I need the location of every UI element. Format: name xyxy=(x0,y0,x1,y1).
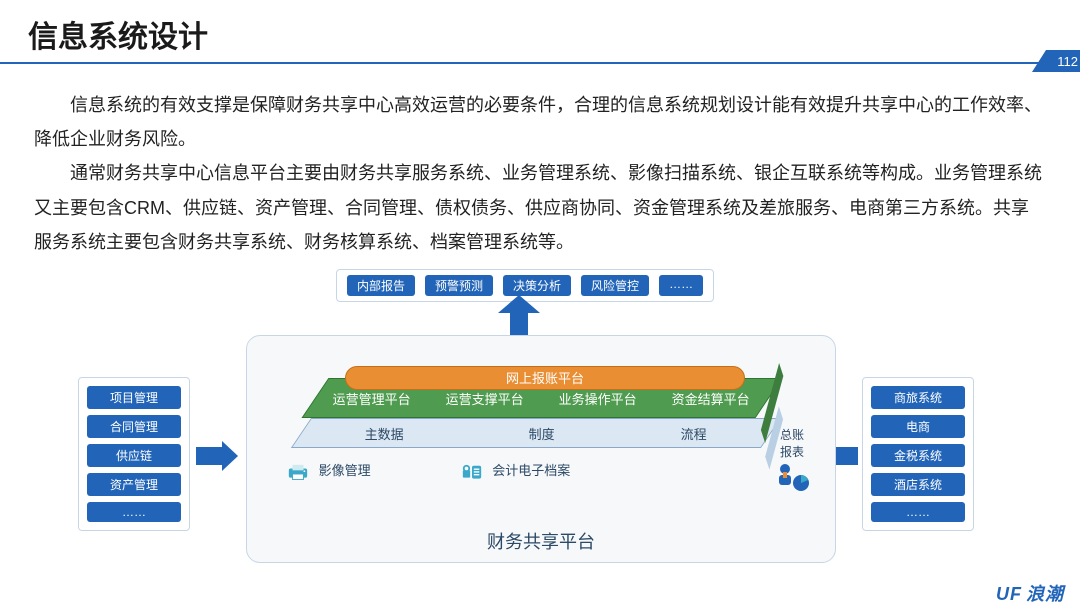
right-item: 电商 xyxy=(871,415,965,438)
platform-stack: 网上报账平台 运营管理平台 运营支撑平台 业务操作平台 资金结算平台 主数据 制… xyxy=(295,360,749,430)
right-systems-column: 商旅系统 电商 金税系统 酒店系统 …… xyxy=(862,377,974,531)
paragraph-2: 通常财务共享中心信息平台主要由财务共享服务系统、业务管理系统、影像扫描系统、银企… xyxy=(34,156,1046,259)
left-item: 资产管理 xyxy=(87,473,181,496)
layer2-item: 运营支撑平台 xyxy=(446,388,524,407)
paragraph-1: 信息系统的有效支撑是保障财务共享中心高效运营的必要条件，合理的信息系统规划设计能… xyxy=(34,88,1046,156)
layer2-item: 运营管理平台 xyxy=(333,388,411,407)
left-item: 合同管理 xyxy=(87,415,181,438)
layer-foundation: 主数据 制度 流程 xyxy=(291,418,781,448)
brand-logo: UF xyxy=(996,584,1022,604)
left-item: 项目管理 xyxy=(87,386,181,409)
body-text: 信息系统的有效支撑是保障财务共享中心高效运营的必要条件，合理的信息系统规划设计能… xyxy=(0,68,1080,269)
platform-title: 财务共享平台 xyxy=(247,528,835,554)
right-item: 金税系统 xyxy=(871,444,965,467)
title-underline xyxy=(0,62,1080,64)
layer3-item: 流程 xyxy=(681,423,707,442)
layer3-item: 制度 xyxy=(529,423,555,442)
top-pill: 预警预测 xyxy=(425,275,493,296)
layer1-label: 网上报账平台 xyxy=(506,368,584,387)
bottom-item-earchive: 会计电子档案 xyxy=(461,460,571,481)
page-title: 信息系统设计 xyxy=(0,0,1080,62)
bottom-item-label: 影像管理 xyxy=(319,463,371,478)
top-pill: …… xyxy=(659,275,703,296)
right-item: 商旅系统 xyxy=(871,386,965,409)
top-pill: 内部报告 xyxy=(347,275,415,296)
brand-name: 浪潮 xyxy=(1026,584,1064,604)
right-item: …… xyxy=(871,502,965,522)
bottom-item-label: 会计电子档案 xyxy=(492,463,570,478)
top-pill: 决策分析 xyxy=(503,275,571,296)
left-item: 供应链 xyxy=(87,444,181,467)
layer-online-reimburse: 网上报账平台 xyxy=(345,366,745,390)
layer3-item: 主数据 xyxy=(365,423,404,442)
ledger-label-2: 报表 xyxy=(775,443,809,460)
printer-icon xyxy=(287,463,309,481)
bottom-item-image-mgmt: 影像管理 xyxy=(287,460,371,481)
architecture-diagram: 内部报告 预警预测 决策分析 风险管控 …… 项目管理 合同管理 供应链 资产管… xyxy=(0,269,1080,589)
center-platform-panel: 网上报账平台 运营管理平台 运营支撑平台 业务操作平台 资金结算平台 主数据 制… xyxy=(246,335,836,563)
top-pill: 风险管控 xyxy=(581,275,649,296)
ledger-reports: 总账 报表 xyxy=(775,426,809,492)
person-chart-icon xyxy=(775,462,809,492)
left-item: …… xyxy=(87,502,181,522)
layer2-item: 业务操作平台 xyxy=(559,388,637,407)
left-systems-column: 项目管理 合同管理 供应链 资产管理 …… xyxy=(78,377,190,531)
layer2-item: 资金结算平台 xyxy=(672,388,750,407)
bottom-services-row: 影像管理 会计电子档案 xyxy=(287,460,787,481)
right-item: 酒店系统 xyxy=(871,473,965,496)
lock-doc-icon xyxy=(461,463,483,481)
brand-footer: UF浪潮 xyxy=(996,580,1064,606)
